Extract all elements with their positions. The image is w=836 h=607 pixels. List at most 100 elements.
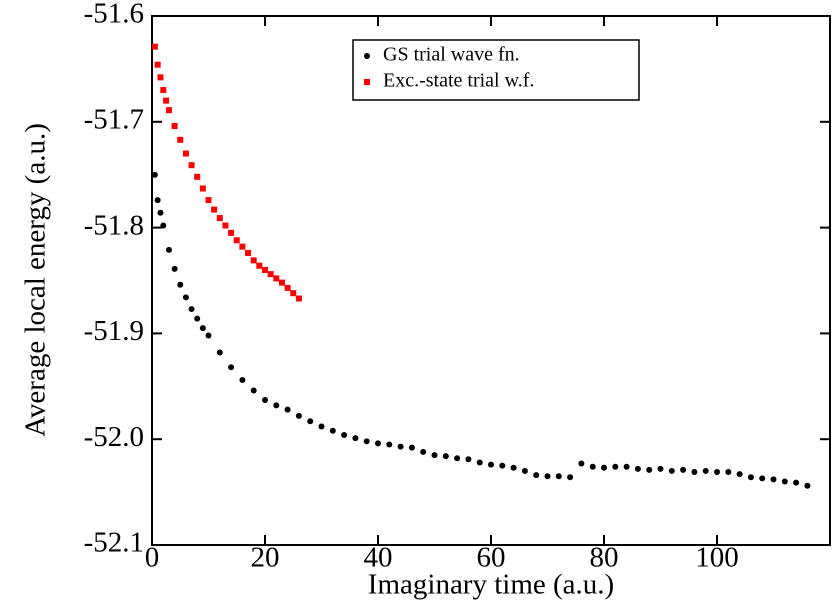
data-point bbox=[341, 431, 348, 438]
x-tick-label: 80 bbox=[590, 542, 619, 574]
data-point bbox=[245, 249, 252, 256]
data-point bbox=[157, 74, 164, 81]
legend-box bbox=[352, 39, 640, 101]
data-point bbox=[160, 222, 167, 229]
data-point bbox=[171, 123, 178, 130]
x-tick-label: 100 bbox=[695, 542, 739, 574]
data-point bbox=[420, 448, 427, 455]
data-point bbox=[555, 473, 562, 480]
data-point bbox=[521, 467, 528, 474]
data-point bbox=[250, 257, 257, 264]
data-point bbox=[612, 463, 619, 470]
data-point bbox=[182, 150, 189, 157]
x-tick-label: 40 bbox=[364, 542, 393, 574]
legend-text: GS trial wave fn. bbox=[383, 44, 520, 66]
data-point bbox=[284, 284, 291, 291]
y-tick-label: -52.1 bbox=[84, 527, 144, 559]
data-point bbox=[307, 418, 314, 425]
data-point bbox=[793, 479, 800, 486]
data-point bbox=[747, 474, 754, 481]
data-point bbox=[295, 412, 302, 419]
data-point bbox=[171, 265, 178, 272]
data-point bbox=[157, 209, 164, 216]
y-tick-label: -52.0 bbox=[84, 421, 144, 453]
data-point bbox=[680, 466, 687, 473]
data-point bbox=[634, 465, 641, 472]
data-point bbox=[352, 435, 359, 442]
x-axis-title: Imaginary time (a.u.) bbox=[368, 569, 614, 601]
data-point bbox=[250, 387, 257, 394]
data-point bbox=[267, 271, 274, 278]
data-point bbox=[295, 295, 302, 302]
data-point bbox=[262, 397, 268, 404]
data-point bbox=[544, 473, 551, 480]
data-point bbox=[691, 468, 698, 475]
data-point bbox=[228, 229, 235, 236]
data-point bbox=[476, 459, 483, 466]
data-point bbox=[804, 482, 811, 489]
data-point bbox=[578, 460, 585, 467]
data-point bbox=[216, 215, 223, 222]
data-point bbox=[188, 306, 195, 313]
data-point bbox=[256, 262, 263, 269]
data-point bbox=[408, 444, 415, 451]
data-point bbox=[431, 452, 438, 459]
data-point bbox=[781, 478, 788, 485]
data-point bbox=[273, 402, 280, 409]
data-point bbox=[318, 423, 325, 430]
data-point bbox=[182, 294, 189, 301]
data-point bbox=[205, 332, 212, 339]
y-tick-label: -51.6 bbox=[84, 0, 144, 30]
legend-text: Exc.-state trial w.f. bbox=[383, 70, 534, 92]
data-point bbox=[386, 441, 393, 448]
data-point bbox=[646, 466, 653, 473]
data-point bbox=[714, 468, 720, 475]
data-point bbox=[454, 455, 461, 462]
data-point bbox=[736, 471, 743, 478]
y-tick-label: -51.9 bbox=[84, 315, 144, 347]
data-point bbox=[228, 364, 235, 371]
data-point bbox=[567, 474, 574, 481]
data-point bbox=[702, 467, 709, 474]
data-point bbox=[623, 463, 630, 470]
data-point bbox=[465, 456, 472, 463]
legend-marker bbox=[364, 53, 370, 59]
data-point bbox=[165, 246, 172, 253]
data-point bbox=[216, 349, 223, 356]
data-point bbox=[177, 136, 184, 143]
data-point bbox=[188, 162, 195, 169]
y-axis-title: Average local energy (a.u.) bbox=[20, 123, 52, 437]
data-point bbox=[601, 464, 607, 471]
data-point bbox=[510, 464, 517, 471]
data-point bbox=[211, 206, 218, 213]
data-point bbox=[278, 279, 285, 286]
data-point bbox=[290, 290, 297, 297]
legend-marker bbox=[364, 79, 370, 85]
data-point bbox=[194, 173, 201, 180]
data-point bbox=[222, 222, 229, 229]
data-point bbox=[499, 462, 506, 469]
data-point bbox=[163, 97, 170, 104]
data-point bbox=[154, 61, 161, 68]
data-point bbox=[759, 475, 766, 482]
y-tick-label: -51.7 bbox=[84, 103, 144, 135]
data-point bbox=[533, 472, 540, 479]
data-point bbox=[284, 406, 291, 413]
data-point bbox=[177, 281, 184, 288]
data-point bbox=[363, 438, 370, 445]
data-point bbox=[262, 266, 268, 273]
data-point bbox=[725, 468, 732, 475]
data-point bbox=[239, 376, 246, 383]
data-point bbox=[488, 461, 494, 468]
data-point bbox=[160, 87, 167, 94]
x-tick-label: 20 bbox=[251, 542, 280, 574]
data-point bbox=[199, 325, 206, 332]
x-tick-label: 0 bbox=[145, 542, 160, 574]
data-point bbox=[194, 315, 201, 322]
data-point bbox=[329, 427, 336, 434]
data-point bbox=[151, 43, 158, 50]
data-point bbox=[668, 467, 675, 474]
data-point bbox=[151, 171, 158, 178]
data-point bbox=[770, 476, 777, 483]
